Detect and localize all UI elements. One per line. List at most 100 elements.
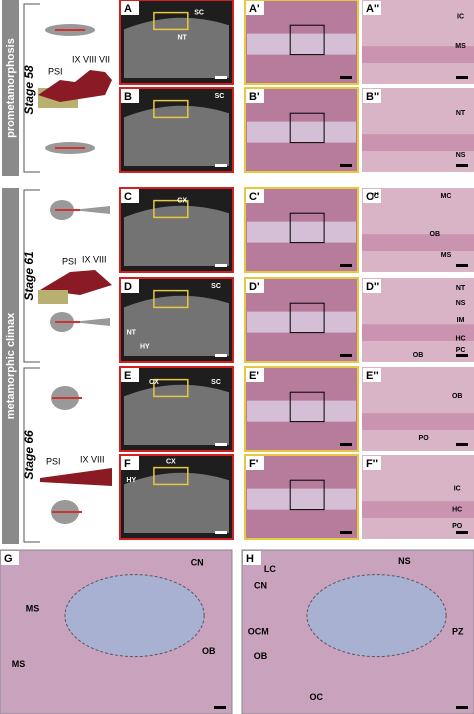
scale-bar <box>456 164 468 167</box>
roi-box <box>289 212 325 244</box>
annotation: LC <box>264 564 276 574</box>
panel-label: G <box>4 553 13 565</box>
annotation: SC <box>211 379 221 386</box>
annotation: OB <box>202 646 216 656</box>
stage-bracket <box>23 367 40 543</box>
annotation: HY <box>140 344 150 351</box>
annotation: SC <box>211 283 221 290</box>
panel-label-box <box>363 1 381 15</box>
annotation: CX <box>149 379 159 386</box>
roi-box <box>289 479 325 511</box>
skeleton-label: IX VIII <box>80 454 105 464</box>
panel-label-box <box>246 279 264 293</box>
annotation: MC <box>441 193 452 200</box>
panel-label: A'' <box>366 3 380 15</box>
panel-label-box <box>363 189 381 203</box>
panel-label-box <box>363 89 381 103</box>
specimen-scan <box>124 205 229 266</box>
scale-bar <box>340 76 352 79</box>
tissue-band <box>362 501 474 518</box>
annotation: PZ <box>452 626 464 636</box>
roi-box <box>289 391 325 423</box>
annotation: MS <box>12 659 26 669</box>
tissue-band <box>362 234 474 251</box>
annotation: NT <box>127 329 137 336</box>
cartilage <box>64 574 205 658</box>
panel-label-box <box>121 368 139 382</box>
annotation: OCM <box>248 626 269 636</box>
specimen-scan <box>124 384 229 445</box>
stage-label: Stage 66 <box>22 430 36 480</box>
panel-label: B'' <box>366 91 380 103</box>
panel-label: F'' <box>366 458 378 470</box>
annotation: MS <box>26 603 40 613</box>
scale-bar <box>215 531 227 534</box>
panel-label-box <box>121 1 139 15</box>
stage-label: Stage 58 <box>22 65 36 115</box>
annotation: IC <box>454 485 461 492</box>
scale-bar <box>456 443 468 446</box>
scale-bar <box>340 443 352 446</box>
panel-label: D <box>124 281 132 293</box>
annotation: OB <box>452 393 463 400</box>
scale-bar <box>340 164 352 167</box>
roi-box <box>153 289 189 309</box>
scale-bar <box>340 531 352 534</box>
panel-label-box <box>121 189 139 203</box>
tissue-band <box>247 121 356 143</box>
tadpole <box>45 24 110 524</box>
panel-label: H <box>246 553 254 565</box>
annotation: CN <box>191 557 204 567</box>
panel-label: D' <box>249 281 260 293</box>
skeleton <box>38 70 112 486</box>
phase-bar <box>2 0 19 176</box>
roi-box <box>289 302 325 334</box>
panel-label-box <box>246 1 264 15</box>
scale-bar <box>456 531 468 534</box>
panel-label: A <box>124 3 132 15</box>
tissue-band <box>362 324 474 341</box>
panel-label: B' <box>249 91 260 103</box>
annotation: PO <box>452 523 463 530</box>
panel-label-box <box>121 89 139 103</box>
scale-bar <box>215 354 227 357</box>
annotation: MS <box>441 252 452 259</box>
tissue-band <box>247 33 356 55</box>
annotation: IC <box>372 193 379 200</box>
phase-bar <box>2 188 19 544</box>
panel-label-box <box>246 456 264 470</box>
stage-label: Stage 61 <box>22 251 36 301</box>
panel-label-box <box>246 368 264 382</box>
panel-label-box <box>246 189 264 203</box>
annotation: IM <box>457 317 465 324</box>
scale-bar <box>215 76 227 79</box>
annotation: HC <box>455 335 465 342</box>
tissue-band <box>247 400 356 422</box>
panel-label: E' <box>249 370 259 382</box>
skeleton-label: IX VIII VII <box>72 54 110 64</box>
panel-label: E'' <box>366 370 379 382</box>
cartilage <box>306 574 447 658</box>
roi-box <box>153 11 189 31</box>
annotation: OB <box>430 231 441 238</box>
annotation: OB <box>254 651 268 661</box>
panel-label: E <box>124 370 131 382</box>
panel-label-box <box>121 279 139 293</box>
annotation: CN <box>254 580 267 590</box>
panel-label: C' <box>249 191 260 203</box>
scale-bar <box>214 706 226 709</box>
roi-box <box>289 112 325 144</box>
phase-label: metamorphic climax <box>5 312 17 419</box>
panel-label: C'' <box>366 191 380 203</box>
annotation: HY <box>126 477 136 484</box>
annotation: PO <box>419 435 430 442</box>
panel-label-box <box>1 551 19 565</box>
scale-bar <box>456 264 468 267</box>
scale-bar <box>456 354 468 357</box>
stage-bracket <box>23 189 40 363</box>
specimen-scan <box>124 105 229 166</box>
tissue-band <box>247 488 356 510</box>
skeleton-label: PSI <box>62 256 77 266</box>
panel-label-box <box>363 279 381 293</box>
panel-label-box <box>121 456 139 470</box>
